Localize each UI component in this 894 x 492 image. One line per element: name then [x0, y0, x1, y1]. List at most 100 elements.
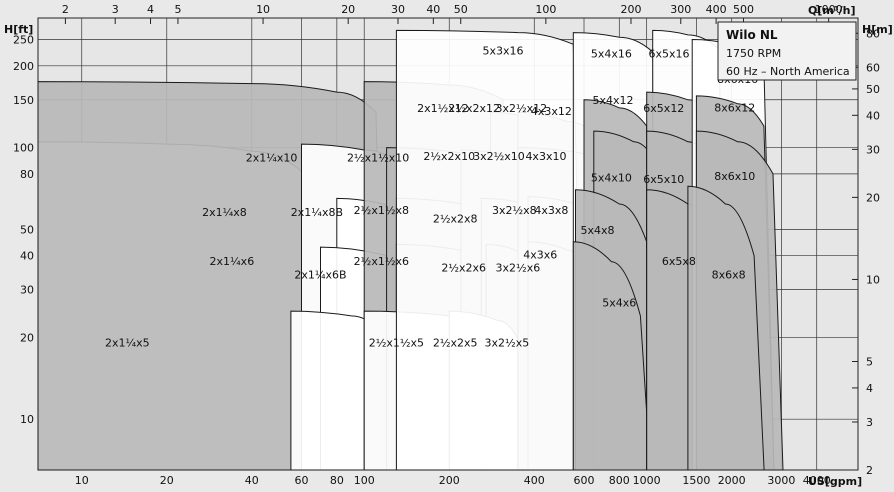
pump-region	[572, 241, 651, 471]
pump-label: 2½x2x8	[433, 212, 478, 225]
y-right-tick-label: 40	[866, 109, 880, 122]
x-top-tick-label: 300	[670, 3, 691, 16]
pump-label: 5x4x8	[581, 224, 615, 237]
y-right-tick-label: 2	[866, 464, 873, 477]
x-bottom-tick-label: 40	[245, 474, 259, 487]
x-top-tick-label: 2	[62, 3, 69, 16]
pump-label: 2x1¼x8	[202, 206, 247, 219]
legend-box: Wilo NL 1750 RPM 60 Hz – North America	[717, 21, 857, 81]
pump-label: 2½x1½x6	[354, 255, 409, 268]
pump-label: 2x1¼x8B	[291, 206, 343, 219]
pump-label: 6x5x8	[662, 255, 696, 268]
x-bottom-tick-label: 200	[439, 474, 460, 487]
y-left-tick-label: 250	[13, 34, 34, 47]
x-bottom-tick-label: 80	[330, 474, 344, 487]
pump-label: 3x2½x10	[473, 150, 525, 163]
x-top-tick-label: 10	[256, 3, 270, 16]
y-left-tick-label: 100	[13, 142, 34, 155]
pump-label: 2½x2x6	[441, 261, 486, 274]
legend-title: Wilo NL	[726, 28, 778, 42]
pump-label: 5x4x16	[591, 47, 632, 60]
x-bottom-tick-label: 4000	[803, 474, 831, 487]
y-right-axis-title: H[m]	[862, 23, 893, 36]
pump-label: 2½x1½x5	[369, 337, 424, 350]
pump-label: 5x4x6	[602, 296, 636, 309]
y-left-axis-title: H[ft]	[4, 23, 33, 36]
pump-label: 2x1½x12	[417, 102, 469, 115]
x-bottom-tick-label: 10	[75, 474, 89, 487]
y-right-tick-label: 80	[866, 27, 880, 40]
y-right-tick-label: 10	[866, 273, 880, 286]
pump-label: 2x1¼x6	[210, 255, 255, 268]
x-top-tick-label: 4	[147, 3, 154, 16]
y-left-tick-label: 30	[20, 284, 34, 297]
pump-label: 5x3x16	[482, 45, 523, 58]
x-top-tick-label: 100	[535, 3, 556, 16]
pump-label: 8x6x8	[712, 268, 746, 281]
x-top-axis-title: Q[m³/h]	[808, 4, 856, 17]
x-top-tick-label: 500	[733, 3, 754, 16]
y-right-tick-label: 20	[866, 191, 880, 204]
y-left-tick-label: 40	[20, 250, 34, 263]
pump-region	[395, 29, 584, 471]
legend-line-rpm: 1750 RPM	[726, 47, 781, 60]
pump-label: 4x3x10	[525, 150, 566, 163]
pump-labels: 2x1¼x5 2x1¼x6B 2x1¼x6 2x1¼x8B 2x1¼x8 2x1¼x10 2…	[105, 45, 758, 350]
x-bottom-tick-label: 1000	[633, 474, 661, 487]
pump-label: 2½x2x5	[433, 337, 478, 350]
y-left-tick-label: 150	[13, 94, 34, 107]
x-bottom-tick-label: 400	[524, 474, 545, 487]
x-bottom-axis-title: US[gpm]	[808, 475, 862, 488]
pump-label: 2x1¼x6B	[294, 268, 346, 281]
pump-label: 5x4x10	[591, 172, 632, 185]
x-bottom-tick-label: 2000	[718, 474, 746, 487]
pump-region	[687, 185, 765, 471]
legend-line-frequency: 60 Hz – North America	[726, 65, 850, 78]
y-left-tick-label: 10	[20, 413, 34, 426]
pump-label: 3x2½x6	[496, 261, 541, 274]
pump-label: 2½x1½x10	[347, 151, 409, 164]
x-top-tick-label: 3	[112, 3, 119, 16]
y-left-tick-label: 50	[20, 223, 34, 236]
pump-label: 3x2½x5	[485, 337, 530, 350]
pump-label: 6x5x10	[643, 173, 684, 186]
x-bottom-tick-label: 3000	[767, 474, 795, 487]
x-bottom-tick-label: 1500	[682, 474, 710, 487]
pump-label: 4x3x8	[534, 204, 568, 217]
pump-label: 8x6x10	[714, 170, 755, 183]
pump-label: 2½x1½x8	[354, 204, 409, 217]
x-top-tick-label: 1000	[815, 3, 843, 16]
y-left-tick-label: 80	[20, 168, 34, 181]
x-top-tick-label: 30	[391, 3, 405, 16]
x-bottom-tick-label: 100	[354, 474, 375, 487]
x-top-tick-label: 200	[620, 3, 641, 16]
pump-label: 5x4x12	[592, 94, 633, 107]
x-top-tick-label: 20	[341, 3, 355, 16]
pump-label: 4x3x6	[523, 249, 557, 262]
x-top-tick-label: 40	[426, 3, 440, 16]
pump-label: 2½x2x10	[423, 150, 475, 163]
x-bottom-tick-label: 20	[160, 474, 174, 487]
y-right-tick-label: 4	[866, 382, 873, 395]
y-right-tick-label: 30	[866, 143, 880, 156]
pump-regions	[37, 29, 784, 471]
axis-ticks: 10 20 40 60 80 100 200 400 600 800 1000 1500 2000 300…	[13, 3, 880, 487]
x-top-tick-label: 400	[706, 3, 727, 16]
y-right-tick-label: 3	[866, 416, 873, 429]
pump-label: 4x3x12	[531, 105, 572, 118]
pump-label: 3x2½x8	[492, 204, 537, 217]
pump-label: 8x6x12	[714, 101, 755, 114]
pump-label: 2½x2x12	[448, 102, 500, 115]
y-left-tick-label: 20	[20, 331, 34, 344]
x-top-tick-label: 50	[454, 3, 468, 16]
x-top-tick-label: 5	[174, 3, 181, 16]
x-bottom-tick-label: 60	[295, 474, 309, 487]
y-left-tick-label: 200	[13, 60, 34, 73]
x-bottom-tick-label: 600	[574, 474, 595, 487]
pump-label: 3x2½x12	[495, 102, 547, 115]
pump-label: 6x5x12	[643, 102, 684, 115]
pump-label: 2x1¼x5	[105, 337, 150, 350]
x-bottom-tick-label: 800	[609, 474, 630, 487]
pump-label: 2x1¼x10	[246, 151, 298, 164]
